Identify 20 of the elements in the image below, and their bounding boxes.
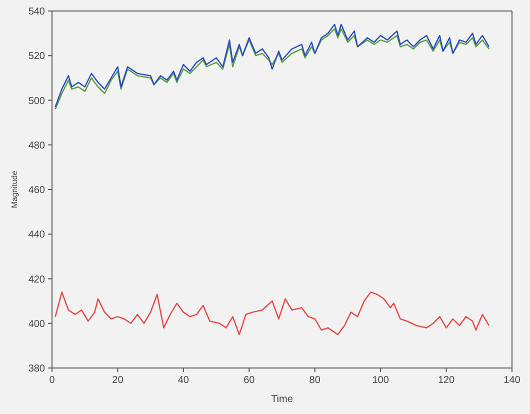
x-axis-title: Time [271,394,294,405]
x-tick-label: 20 [112,375,124,386]
y-axis-title: Magnitude [10,170,19,208]
y-tick-label: 480 [28,140,46,152]
x-tick-label: 0 [49,375,56,386]
y-tick-label: 400 [28,318,46,330]
y-tick-label: 440 [28,230,46,241]
y-tick-label: 460 [28,185,46,196]
x-tick-label: 80 [309,375,321,386]
y-tick-label: 500 [28,96,46,107]
y-tick-label: 380 [28,364,46,375]
x-tick-label: 40 [178,375,190,386]
x-tick-label: 120 [438,375,456,386]
y-tick-label: 540 [28,6,46,18]
line-series [54,291,490,336]
y-tick-label: 420 [28,274,46,286]
x-tick-label: 140 [504,375,521,386]
x-tick-label: 100 [372,375,390,386]
x-tick-label: 60 [244,375,256,386]
y-tick-label: 520 [28,51,46,62]
